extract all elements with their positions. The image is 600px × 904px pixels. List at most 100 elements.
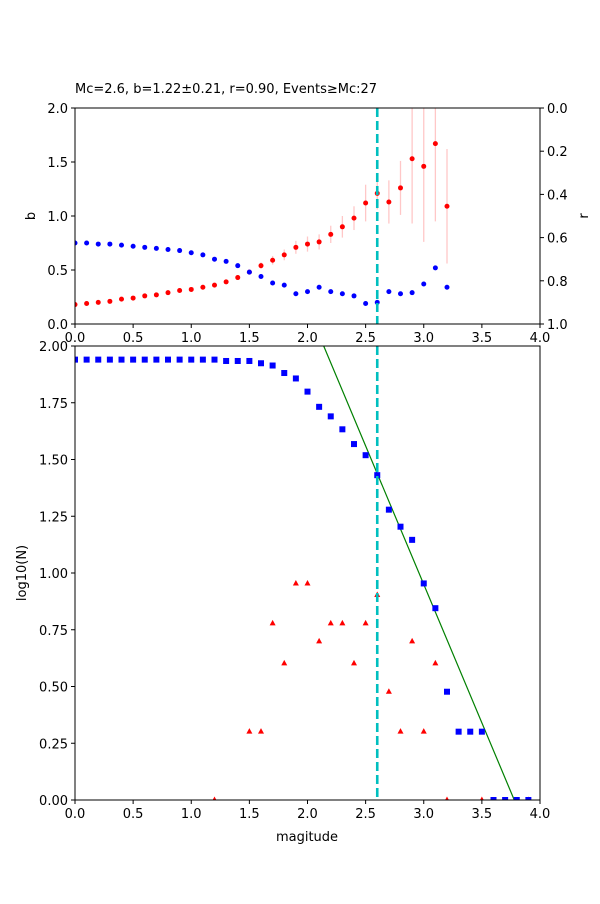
cumulative-point [211, 356, 218, 363]
cumulative-point [176, 356, 183, 363]
y-tick-label: 0.0 [47, 318, 68, 333]
x-tick-label: 3.5 [472, 807, 493, 822]
r-point [258, 273, 264, 279]
x-tick-label: 3.0 [413, 807, 434, 822]
y-tick-label: 1.25 [39, 510, 68, 525]
y-tick-label: 0.50 [39, 681, 68, 696]
r-point [293, 291, 299, 297]
y-tick-label: 1.0 [47, 210, 68, 225]
x-tick-label: 0.5 [123, 807, 144, 822]
right-tick-label: 0.8 [547, 275, 568, 290]
r-point [235, 263, 241, 269]
y-tick-label: 0.00 [39, 794, 68, 809]
y-tick-label: 0.75 [39, 624, 68, 639]
cumulative-point [351, 441, 357, 448]
right-tick-label: 0.2 [547, 145, 568, 160]
y-tick-label: 1.00 [39, 567, 68, 582]
bottom-x-axis-label: magitude [276, 830, 338, 845]
x-tick-label: 2.0 [297, 331, 318, 346]
cumulative-point [199, 356, 206, 363]
x-tick-label: 0.5 [123, 331, 144, 346]
b-point [107, 298, 113, 304]
b-point [432, 141, 438, 147]
noncumulative-point [316, 637, 323, 644]
cumulative-point [130, 356, 137, 363]
b-point [270, 257, 276, 263]
cumulative-point [95, 356, 102, 363]
top-y-axis-label: b [24, 212, 39, 220]
b-point [200, 284, 206, 290]
cumulative-point [409, 536, 416, 543]
noncumulative-point [362, 619, 369, 626]
cumulative-point [269, 362, 276, 369]
b-point [328, 231, 334, 237]
cumulative-point [502, 797, 509, 800]
r-point [351, 293, 357, 299]
cumulative-point [444, 688, 450, 695]
r-point [95, 241, 101, 247]
b-point [363, 200, 369, 206]
r-point [281, 282, 287, 288]
cumulative-point [327, 413, 334, 420]
b-point [305, 241, 310, 247]
r-point [119, 242, 124, 248]
b-point [386, 199, 392, 205]
noncumulative-point [351, 659, 357, 666]
noncumulative-point [292, 579, 299, 586]
r-point [386, 289, 392, 295]
y-tick-label: 0.25 [39, 737, 68, 752]
noncumulative-point [281, 659, 288, 666]
cumulative-point [258, 360, 264, 367]
noncumulative-point [479, 796, 484, 800]
noncumulative-point [304, 579, 311, 586]
x-tick-label: 2.5 [355, 807, 376, 822]
plot-area [75, 346, 532, 800]
b-point [421, 163, 427, 169]
cumulative-point [141, 356, 148, 363]
b-point [235, 275, 241, 281]
noncumulative-point [432, 659, 439, 666]
b-point [351, 215, 357, 221]
r-point [398, 291, 403, 297]
b-point [177, 288, 183, 294]
y-tick-label: 1.50 [39, 454, 68, 469]
r-point [107, 241, 113, 247]
x-tick-label: 3.0 [413, 331, 434, 346]
right-tick-label: 1.0 [547, 318, 568, 333]
r-point [223, 258, 229, 264]
r-point [328, 289, 334, 295]
cumulative-point [455, 728, 462, 735]
x-tick-label: 1.5 [239, 331, 260, 346]
r-point [165, 246, 171, 252]
top-right-axis-label: r [577, 213, 592, 219]
cumulative-point [118, 356, 125, 363]
cumulative-point [188, 356, 195, 363]
b-point [188, 286, 194, 292]
r-point [153, 245, 159, 251]
cumulative-point [246, 357, 253, 364]
cumulative-point [397, 523, 404, 530]
right-tick-label: 0.0 [547, 102, 568, 117]
y-tick-label: 1.5 [47, 156, 68, 171]
r-point [444, 284, 450, 290]
x-tick-label: 0.0 [65, 807, 86, 822]
x-tick-label: 3.5 [472, 331, 493, 346]
b-point [258, 263, 264, 269]
cumulative-point [223, 357, 230, 364]
b-point [84, 300, 90, 306]
cumulative-point [234, 357, 241, 364]
x-tick-label: 4.0 [530, 331, 551, 346]
cumulative-point [153, 356, 160, 363]
b-point [153, 292, 159, 298]
y-tick-label: 0.5 [47, 264, 68, 279]
noncumulative-point [385, 688, 392, 694]
y-tick-label: 2.00 [39, 340, 68, 355]
b-point [409, 156, 415, 162]
y-tick-label: 1.75 [39, 397, 68, 412]
cumulative-point [281, 370, 288, 377]
noncumulative-point [397, 728, 404, 734]
x-tick-label: 1.0 [181, 807, 202, 822]
r-point [84, 240, 90, 246]
cumulative-point [525, 797, 532, 800]
